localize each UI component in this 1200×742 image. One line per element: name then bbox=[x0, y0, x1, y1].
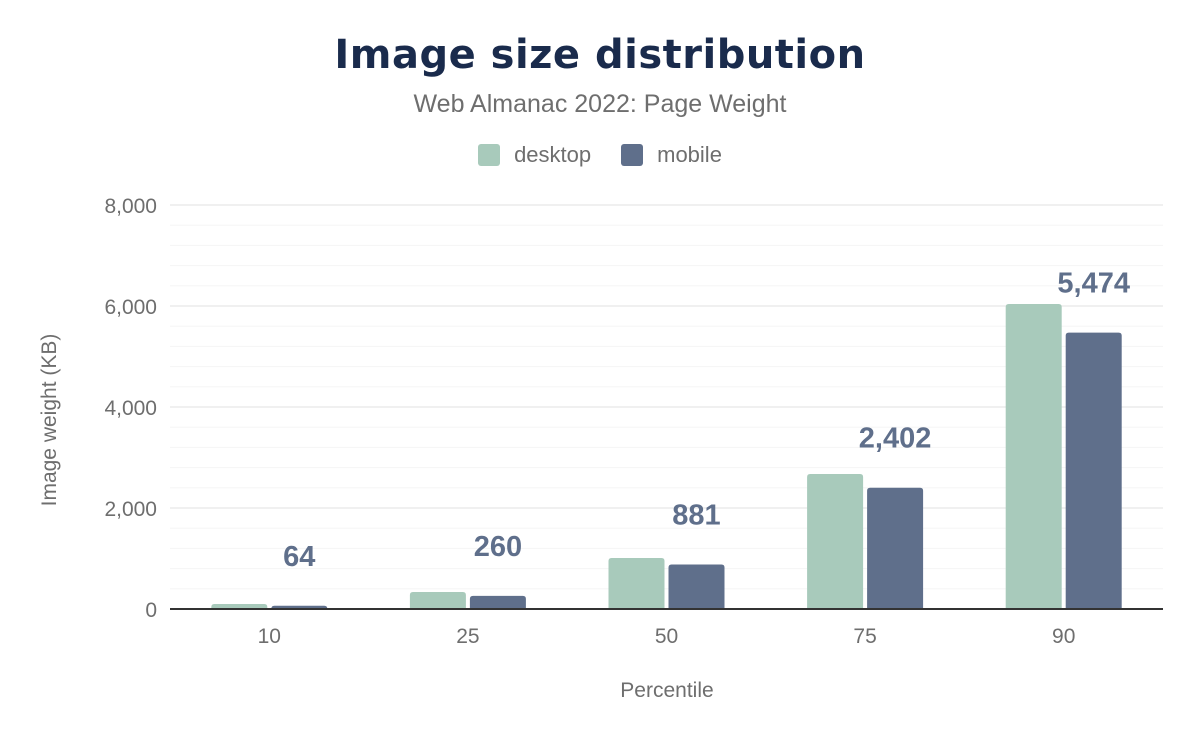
data-label: 5,474 bbox=[1057, 268, 1130, 300]
y-tick-label: 0 bbox=[145, 599, 157, 622]
data-label: 881 bbox=[672, 500, 720, 532]
bar-desktop-10 bbox=[211, 604, 268, 609]
bar-mobile-90 bbox=[1065, 332, 1122, 609]
y-tick-label: 4,000 bbox=[104, 397, 157, 420]
y-tick-label: 6,000 bbox=[104, 296, 157, 319]
x-tick-label: 50 bbox=[655, 625, 678, 648]
legend-item-desktop[interactable]: desktop bbox=[478, 142, 591, 168]
legend-label: desktop bbox=[514, 142, 592, 167]
bar-mobile-50 bbox=[668, 564, 725, 609]
bar-desktop-90 bbox=[1005, 303, 1062, 609]
x-axis-title: Percentile bbox=[620, 679, 713, 702]
data-label: 260 bbox=[474, 531, 522, 563]
x-tick-label: 25 bbox=[456, 625, 479, 648]
chart-title: Image size distribution bbox=[334, 32, 866, 78]
legend-label: mobile bbox=[657, 142, 722, 167]
data-label: 64 bbox=[283, 541, 315, 573]
legend-swatch-mobile bbox=[621, 144, 644, 166]
x-tick-label: 90 bbox=[1052, 625, 1075, 648]
bar-desktop-50 bbox=[608, 557, 665, 609]
data-label: 2,402 bbox=[859, 423, 932, 455]
bar-mobile-25 bbox=[469, 595, 526, 609]
bar-desktop-25 bbox=[409, 591, 466, 609]
bar-desktop-75 bbox=[807, 474, 864, 609]
chart-subtitle: Web Almanac 2022: Page Weight bbox=[413, 90, 787, 118]
legend-swatch-desktop bbox=[478, 144, 501, 166]
y-axis-title: Image weight (KB) bbox=[38, 334, 61, 507]
legend-item-mobile[interactable]: mobile bbox=[621, 142, 722, 168]
bar-mobile-75 bbox=[867, 487, 924, 609]
x-tick-label: 10 bbox=[258, 625, 281, 648]
legend: desktop mobile bbox=[0, 142, 1200, 168]
y-tick-label: 8,000 bbox=[104, 195, 157, 218]
y-tick-label: 2,000 bbox=[104, 498, 157, 521]
x-tick-label: 75 bbox=[853, 625, 876, 648]
